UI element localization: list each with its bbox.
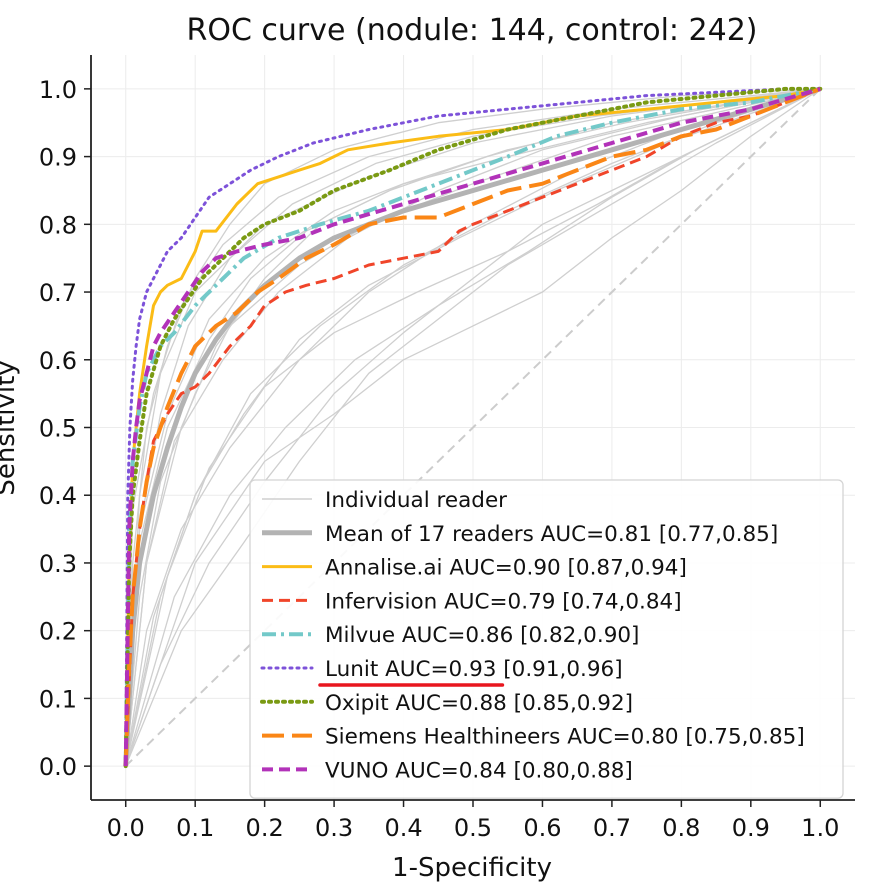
- individual-reader-curve: [125, 88, 821, 767]
- x-tick-label: 0.3: [315, 814, 353, 842]
- y-tick-label: 0.4: [39, 482, 77, 510]
- individual-reader-curve: [125, 88, 821, 767]
- individual-reader-curve: [125, 88, 821, 767]
- y-tick-label: 0.1: [39, 685, 77, 713]
- x-tick-label: 0.1: [176, 814, 214, 842]
- individual-reader-curve: [125, 88, 821, 767]
- legend-label: VUNO AUC=0.84 [0.80,0.88]: [325, 758, 633, 783]
- x-tick-label: 0.8: [662, 814, 700, 842]
- x-tick-label: 0.5: [454, 814, 492, 842]
- x-tick-label: 0.2: [246, 814, 284, 842]
- x-tick-label: 0.9: [732, 814, 770, 842]
- y-axis-label: Sensitivity: [0, 360, 21, 495]
- legend-label: Lunit AUC=0.93 [0.91,0.96]: [325, 657, 623, 682]
- y-tick-label: 0.9: [39, 144, 77, 172]
- series-line: [124, 87, 822, 768]
- y-tick-label: 0.5: [39, 415, 77, 443]
- axes: 0.0 0.1 0.2 0.3 0.4 0.5 0.6 0.7 0.8 0.9 1.0 0.0 0.1 0…: [39, 55, 855, 842]
- y-tick-label: 0.7: [39, 279, 77, 307]
- y-tick-label: 0.0: [39, 753, 77, 781]
- y-tick-label: 0.2: [39, 618, 77, 646]
- legend-label: Siemens Healthineers AUC=0.80 [0.75,0.85…: [325, 725, 805, 750]
- individual-reader-curve: [125, 88, 821, 767]
- x-tick-label: 0.6: [523, 814, 561, 842]
- individual-reader-curve: [125, 88, 821, 767]
- y-tick-label: 0.3: [39, 550, 77, 578]
- series-line: [123, 87, 822, 767]
- legend-label: Individual reader: [325, 488, 507, 513]
- series-line: [123, 86, 821, 767]
- individual-reader-curves: [125, 88, 821, 767]
- y-tick-label: 0.8: [39, 211, 77, 239]
- legend-label: Oxipit AUC=0.88 [0.85,0.92]: [325, 691, 633, 716]
- legend-label: Mean of 17 readers AUC=0.81 [0.77,0.85]: [325, 522, 778, 547]
- y-tick-label: 0.6: [39, 347, 77, 375]
- individual-reader-curve: [125, 88, 821, 767]
- legend-box: [249, 479, 844, 799]
- chance-line: [125, 88, 821, 767]
- chart-title: ROC curve (nodule: 144, control: 242): [186, 13, 757, 48]
- x-tick-label: 0.4: [384, 814, 422, 842]
- x-tick-label: 1.0: [801, 814, 839, 842]
- x-axis-label: 1-Specificity: [392, 853, 552, 883]
- individual-reader-curve: [125, 88, 821, 767]
- legend: Individual reader Mean of 17 readers AUC=…: [249, 479, 844, 799]
- y-tick-label: 1.0: [39, 76, 77, 104]
- individual-reader-curve: [125, 88, 821, 767]
- legend-label: Annalise.ai AUC=0.90 [0.87,0.94]: [325, 556, 687, 581]
- individual-reader-curve: [125, 88, 821, 767]
- individual-reader-curve: [125, 88, 821, 767]
- series-line: [124, 87, 821, 767]
- x-tick-label: 0.0: [107, 814, 145, 842]
- individual-reader-curve: [125, 88, 821, 767]
- individual-reader-curve: [125, 88, 821, 767]
- series-line: [123, 86, 821, 767]
- individual-reader-curve: [125, 88, 821, 767]
- series-line: [123, 86, 823, 769]
- x-tick-label: 0.7: [593, 814, 631, 842]
- series-curves: [123, 86, 823, 769]
- legend-label: Infervision AUC=0.79 [0.74,0.84]: [325, 589, 682, 614]
- legend-label: Milvue AUC=0.86 [0.82,0.90]: [325, 623, 639, 648]
